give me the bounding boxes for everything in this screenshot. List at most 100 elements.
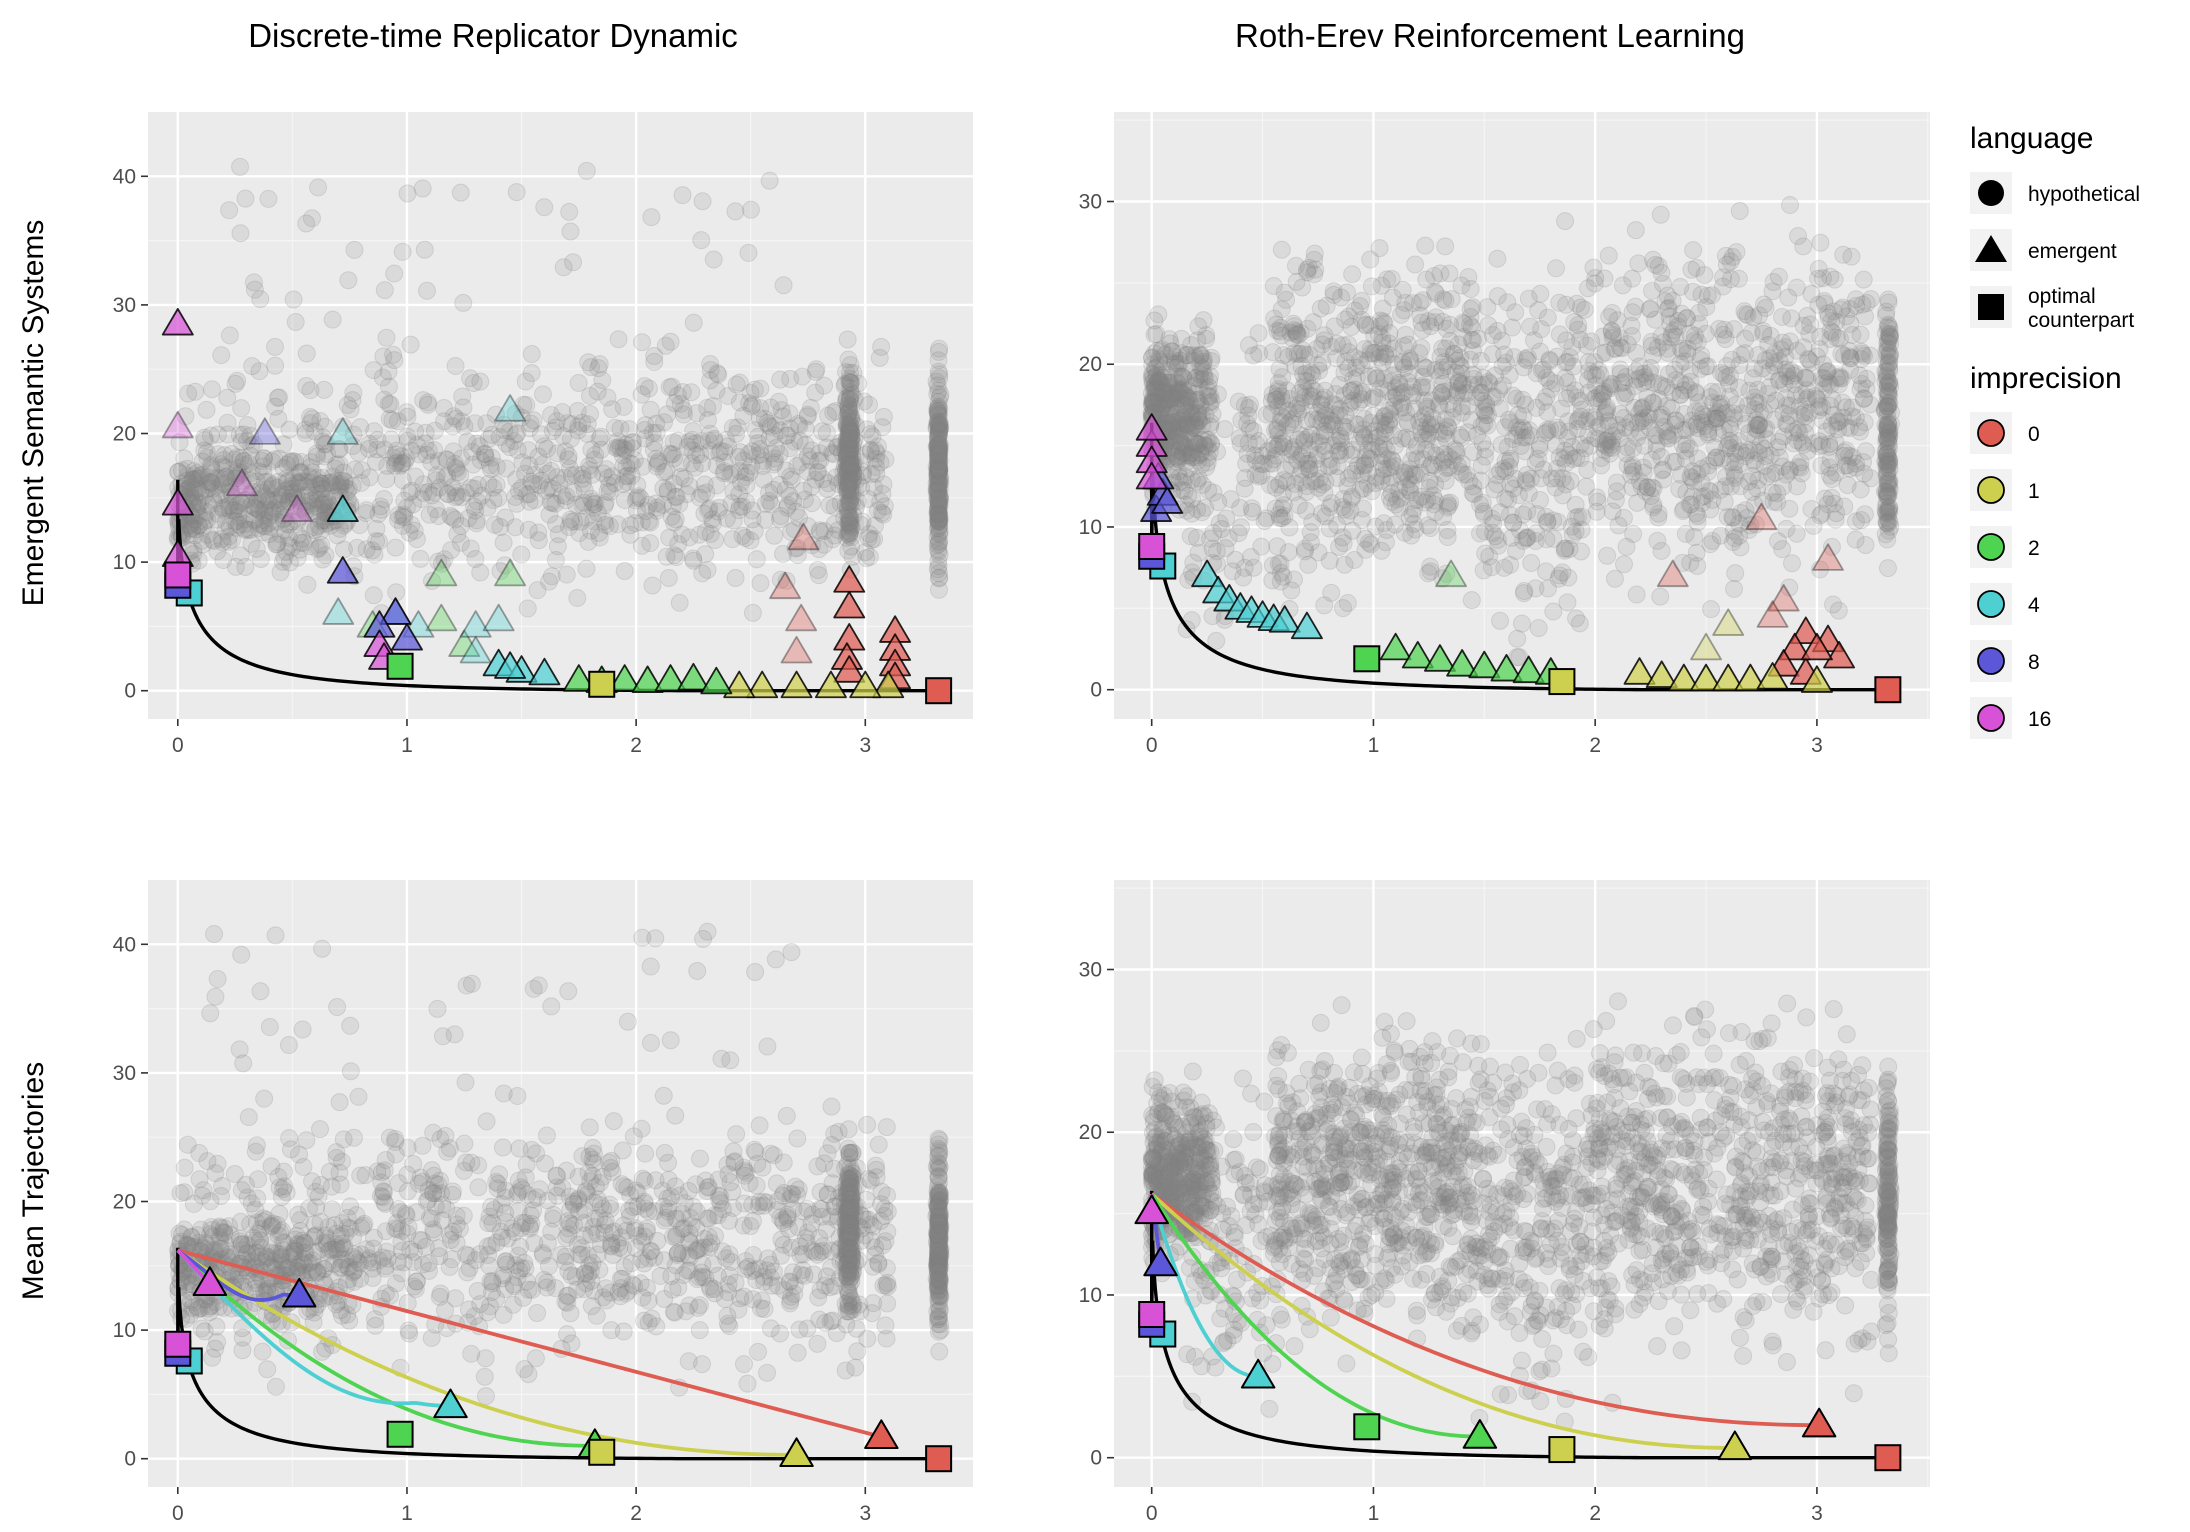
hypothetical-point bbox=[326, 459, 345, 478]
hypothetical-point bbox=[252, 489, 271, 508]
hypothetical-point bbox=[930, 493, 949, 512]
hypothetical-point bbox=[288, 491, 307, 510]
hypothetical-point bbox=[842, 451, 861, 470]
hypothetical-point bbox=[1476, 447, 1495, 466]
hypothetical-point bbox=[254, 463, 273, 482]
hypothetical-point bbox=[657, 547, 676, 566]
hypothetical-point bbox=[838, 430, 857, 449]
hypothetical-point bbox=[930, 531, 949, 550]
hypothetical-point bbox=[1177, 346, 1196, 365]
hypothetical-point bbox=[493, 1138, 512, 1157]
hypothetical-point bbox=[207, 510, 226, 529]
hypothetical-point bbox=[847, 497, 866, 516]
hypothetical-point bbox=[1789, 457, 1808, 476]
hypothetical-point bbox=[1142, 369, 1161, 388]
hypothetical-point bbox=[461, 539, 480, 558]
hypothetical-point bbox=[452, 412, 471, 431]
hypothetical-point bbox=[1188, 434, 1207, 453]
hypothetical-point bbox=[1469, 375, 1488, 394]
hypothetical-point bbox=[928, 434, 947, 453]
hypothetical-point bbox=[297, 376, 316, 395]
hypothetical-point bbox=[397, 403, 416, 422]
hypothetical-point bbox=[236, 557, 255, 576]
hypothetical-point bbox=[212, 475, 231, 494]
hypothetical-point bbox=[670, 593, 689, 612]
hypothetical-point bbox=[1506, 470, 1525, 489]
hypothetical-point bbox=[798, 407, 817, 426]
hypothetical-point bbox=[856, 445, 875, 464]
hypothetical-point bbox=[1146, 380, 1165, 399]
hypothetical-point bbox=[868, 501, 887, 520]
hypothetical-point bbox=[623, 439, 642, 458]
hypothetical-point bbox=[1161, 383, 1180, 402]
hypothetical-point bbox=[1756, 298, 1775, 317]
hypothetical-point bbox=[764, 480, 783, 499]
hypothetical-point bbox=[1199, 481, 1218, 500]
hypothetical-point bbox=[833, 443, 852, 462]
hypothetical-point bbox=[1401, 482, 1420, 501]
hypothetical-point bbox=[930, 369, 949, 388]
hypothetical-point bbox=[1773, 307, 1792, 326]
hypothetical-point bbox=[1583, 365, 1602, 384]
hypothetical-point bbox=[590, 355, 609, 374]
hypothetical-point bbox=[1309, 356, 1328, 375]
hypothetical-point bbox=[674, 401, 693, 420]
hypothetical-point bbox=[662, 507, 681, 526]
hypothetical-point bbox=[614, 397, 633, 416]
emergent-marker-imprecision-4 bbox=[322, 597, 355, 625]
hypothetical-point bbox=[1585, 408, 1604, 427]
hypothetical-point bbox=[1468, 425, 1487, 444]
hypothetical-point bbox=[929, 404, 948, 423]
hypothetical-point bbox=[1191, 397, 1210, 416]
hypothetical-point bbox=[426, 471, 445, 490]
hypothetical-point bbox=[562, 415, 581, 434]
hypothetical-point bbox=[430, 478, 449, 497]
hypothetical-point bbox=[822, 1097, 841, 1116]
hypothetical-point bbox=[1178, 415, 1197, 434]
hypothetical-point bbox=[929, 412, 948, 431]
hypothetical-point bbox=[1261, 476, 1280, 495]
hypothetical-point bbox=[1300, 460, 1319, 479]
hypothetical-point bbox=[487, 457, 506, 476]
hypothetical-point bbox=[1393, 352, 1412, 371]
hypothetical-point bbox=[842, 428, 861, 447]
hypothetical-point bbox=[1166, 354, 1185, 373]
hypothetical-point bbox=[1235, 396, 1254, 415]
hypothetical-point bbox=[379, 394, 398, 413]
hypothetical-point bbox=[1688, 556, 1707, 575]
hypothetical-point bbox=[429, 507, 448, 526]
hypothetical-point bbox=[1400, 460, 1419, 479]
hypothetical-point bbox=[1361, 450, 1380, 469]
hypothetical-point bbox=[234, 452, 253, 471]
hypothetical-point bbox=[481, 456, 500, 475]
hypothetical-point bbox=[254, 449, 273, 468]
hypothetical-point bbox=[1624, 439, 1643, 458]
hypothetical-point bbox=[275, 548, 294, 567]
hypothetical-point bbox=[1408, 491, 1427, 510]
hypothetical-point bbox=[426, 500, 445, 519]
hypothetical-point bbox=[242, 534, 261, 553]
hypothetical-point bbox=[289, 474, 308, 493]
hypothetical-point bbox=[1161, 352, 1180, 371]
hypothetical-point bbox=[185, 462, 204, 481]
hypothetical-point bbox=[185, 466, 204, 485]
hypothetical-point bbox=[1244, 558, 1263, 577]
hypothetical-point bbox=[1173, 446, 1192, 465]
hypothetical-point bbox=[525, 465, 544, 484]
hypothetical-point bbox=[301, 478, 320, 497]
hypothetical-point bbox=[1168, 413, 1187, 432]
hypothetical-point bbox=[1200, 442, 1219, 461]
hypothetical-point bbox=[839, 426, 858, 445]
hypothetical-point bbox=[781, 370, 800, 389]
hypothetical-point bbox=[506, 404, 525, 423]
hypothetical-point bbox=[542, 461, 561, 480]
hypothetical-point bbox=[860, 547, 879, 566]
hypothetical-point bbox=[1514, 421, 1533, 440]
hypothetical-point bbox=[388, 453, 407, 472]
hypothetical-point bbox=[1185, 415, 1204, 434]
hypothetical-point bbox=[837, 454, 856, 473]
hypothetical-point bbox=[1272, 326, 1291, 345]
hypothetical-point bbox=[840, 509, 859, 528]
hypothetical-point bbox=[1231, 498, 1250, 517]
hypothetical-point bbox=[808, 463, 827, 482]
